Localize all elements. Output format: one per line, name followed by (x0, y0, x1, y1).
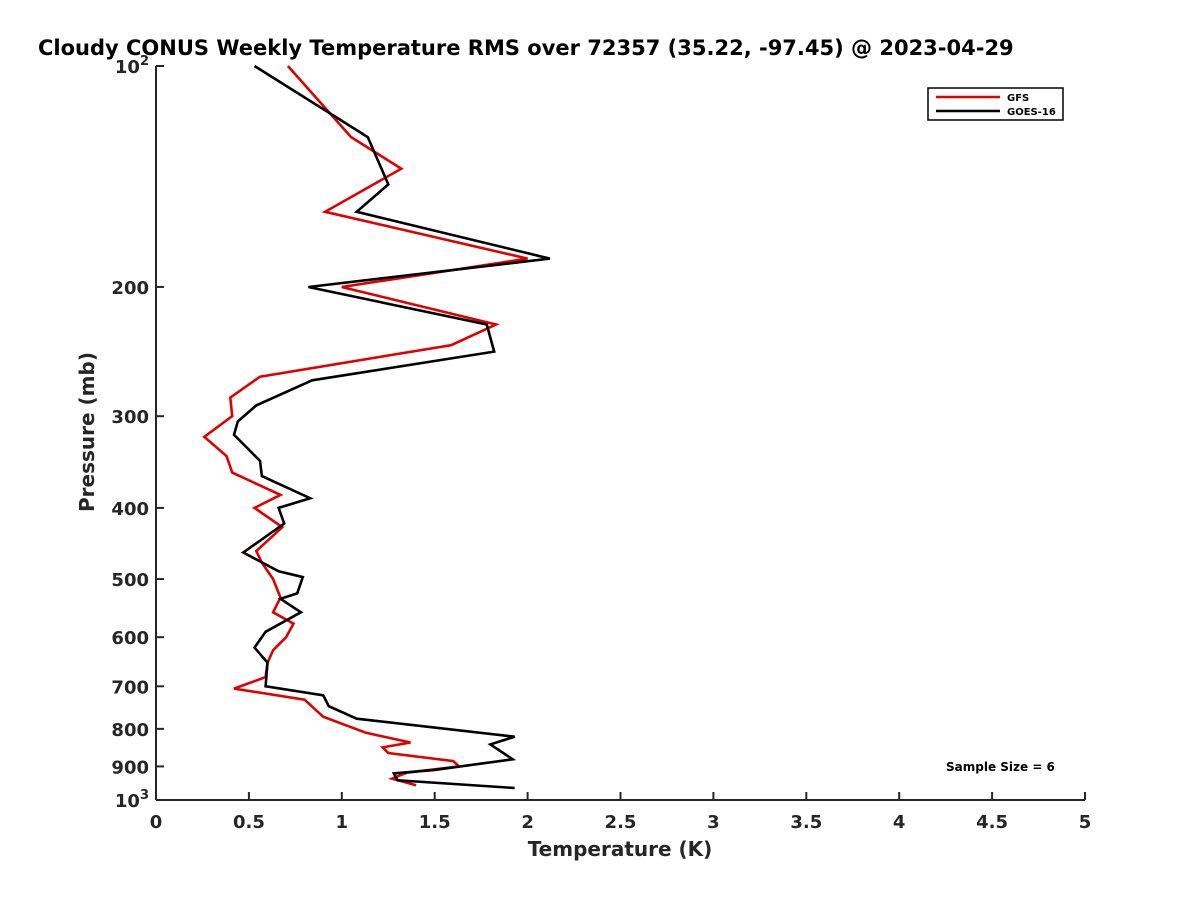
y-axis-title: Pressure (mb) (75, 352, 99, 512)
x-tick-label: 4 (893, 812, 906, 833)
series-line-goes16 (232, 64, 551, 790)
x-tick-label: 0 (150, 812, 163, 833)
x-tick-label: 1 (336, 812, 349, 833)
legend-box (927, 87, 1064, 121)
legend: GFS GOES-16 (927, 87, 1064, 121)
legend-label-gfs: GFS (1007, 93, 1029, 104)
y-tick-label: 500 (111, 570, 149, 591)
y-tick-label: 400 (111, 499, 149, 520)
x-tick-label: 3 (707, 812, 720, 833)
series-layer (202, 64, 551, 790)
x-tick-label: 2.5 (605, 812, 637, 833)
y-tick-label: 700 (111, 677, 149, 698)
legend-label-goes16: GOES-16 (1007, 107, 1056, 118)
x-tick-label: 3.5 (790, 812, 822, 833)
y-tick-label: 800 (111, 720, 149, 741)
x-tick-label: 2 (521, 812, 534, 833)
x-tick-label: 5 (1079, 812, 1092, 833)
x-tick-label: 0.5 (233, 812, 265, 833)
x-tick-label: 4.5 (976, 812, 1008, 833)
x-axis-ticks: 0 0.5 1 1.5 2 2.5 3 3.5 4 4.5 5 (150, 792, 1092, 833)
y-tick-label: 600 (111, 628, 149, 649)
y-tick-label: 900 (111, 757, 149, 778)
x-tick-label: 1.5 (419, 812, 451, 833)
series-line-gfs (202, 65, 528, 787)
x-axis-title: Temperature (K) (528, 837, 713, 861)
sample-size-annotation: Sample Size = 6 (946, 760, 1055, 774)
chart-title: Cloudy CONUS Weekly Temperature RMS over… (38, 36, 1014, 60)
y-tick-label: 300 (111, 407, 149, 428)
y-tick-label: 200 (111, 278, 149, 299)
